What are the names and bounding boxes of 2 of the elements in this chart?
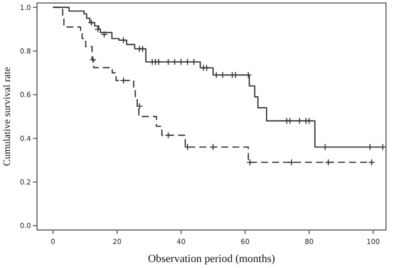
y-axis-title: Cumulative survival rate [2, 66, 13, 166]
x-axis-title: Observation period (months) [148, 253, 276, 265]
